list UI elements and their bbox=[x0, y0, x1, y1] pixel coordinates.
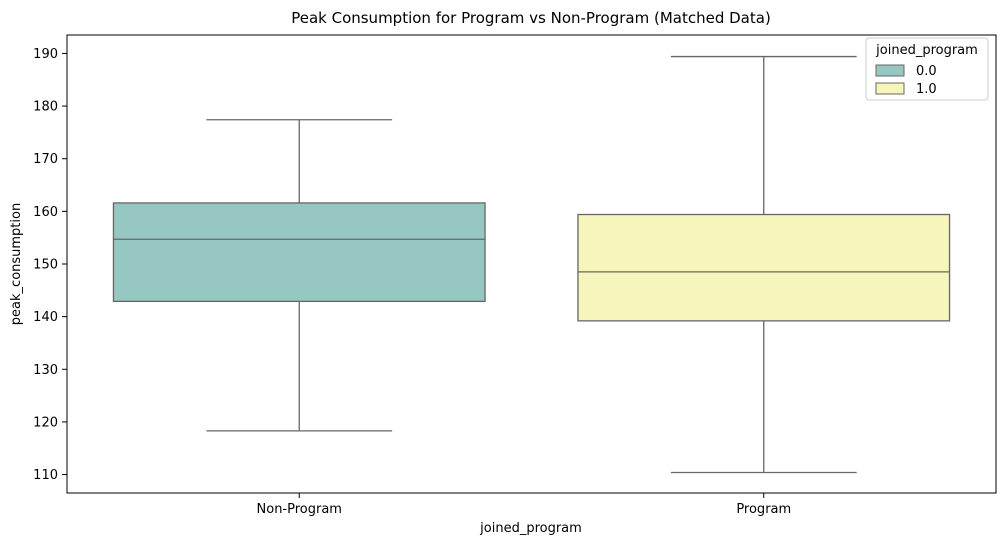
legend-title: joined_program bbox=[875, 43, 978, 58]
legend-label: 1.0 bbox=[916, 82, 937, 97]
y-tick-label: 130 bbox=[33, 363, 58, 378]
axes: 110 120 130 140 150 160 170 180 190 Non-Program Pr… bbox=[33, 34, 997, 517]
x-axis-label: joined_program bbox=[479, 521, 582, 536]
box-program bbox=[577, 213, 951, 322]
legend-swatch bbox=[875, 64, 905, 77]
y-tick-label: 160 bbox=[33, 205, 58, 220]
y-axis-label: peak_consumption bbox=[9, 203, 24, 325]
y-tick-label: 150 bbox=[33, 258, 58, 273]
y-tick-label: 190 bbox=[33, 47, 58, 62]
legend: joined_program 0.0 1.0 bbox=[865, 37, 989, 101]
chart-title: Peak Consumption for Program vs Non-Prog… bbox=[291, 9, 771, 27]
box-non-program bbox=[112, 202, 486, 303]
y-tick-label: 180 bbox=[33, 100, 58, 115]
y-tick-label: 110 bbox=[33, 468, 58, 483]
x-tick-label: Program bbox=[736, 502, 791, 517]
box-group-program bbox=[577, 55, 951, 474]
y-tick-label: 170 bbox=[33, 152, 58, 167]
plot-area bbox=[112, 55, 951, 474]
legend-label: 0.0 bbox=[916, 64, 937, 79]
y-tick-label: 140 bbox=[33, 310, 58, 325]
legend-swatch bbox=[875, 82, 905, 95]
y-tick-label: 120 bbox=[33, 415, 58, 430]
x-tick-label: Non-Program bbox=[257, 502, 342, 517]
box-group-non-program bbox=[112, 119, 486, 432]
